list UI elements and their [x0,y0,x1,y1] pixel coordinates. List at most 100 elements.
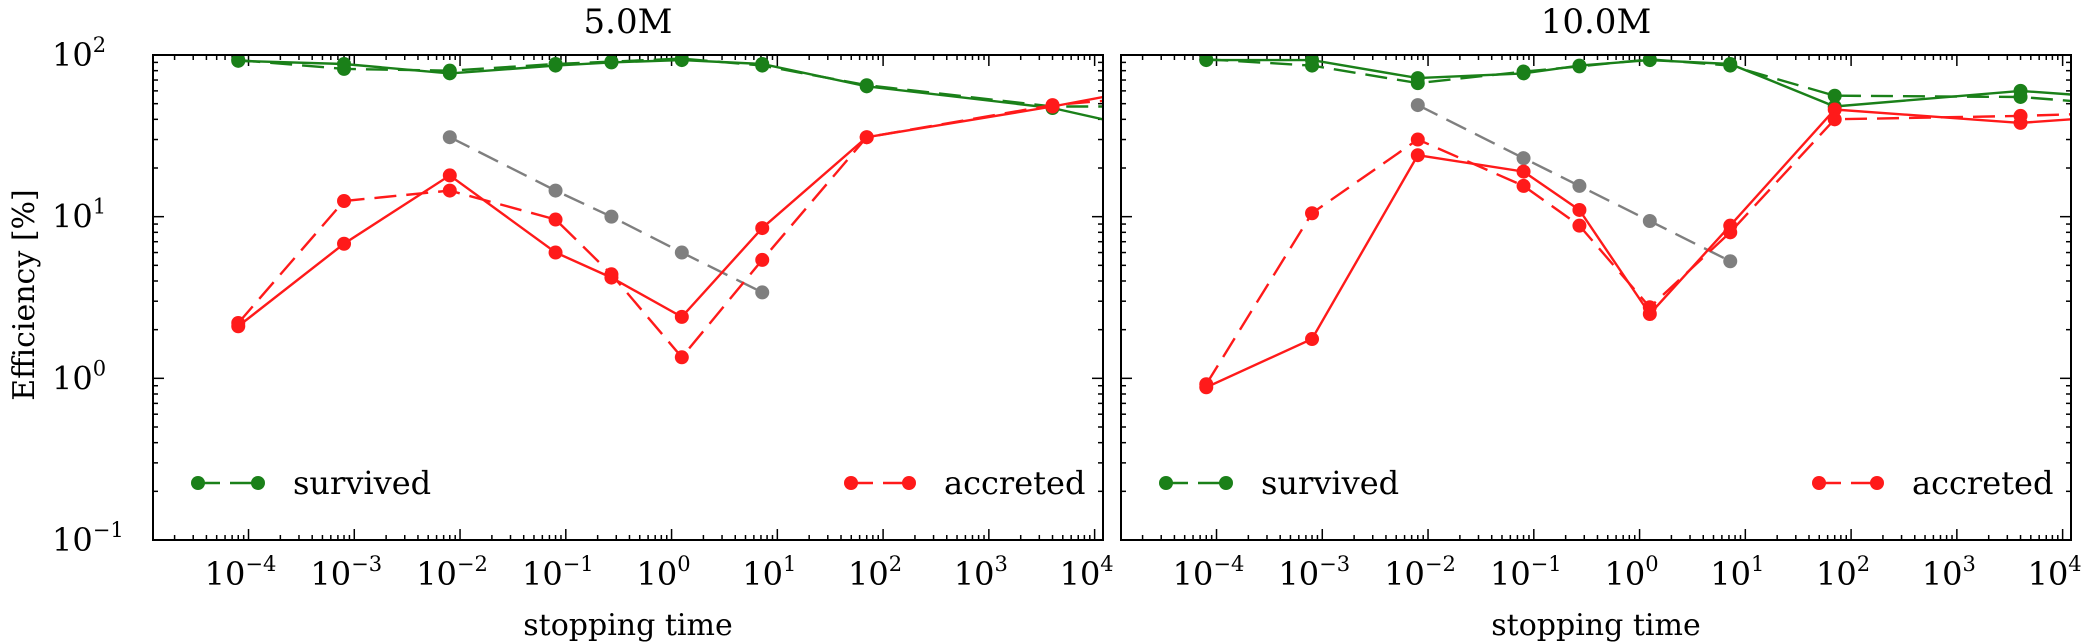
legend-marker-survived [251,476,265,490]
x-tick-label: 101 [1710,552,1764,593]
x-tick-exponent: 3 [995,552,1008,576]
data-point-accreted [604,267,619,282]
data-point-accreted [1305,206,1320,221]
data-point-accreted [2013,108,2028,123]
y-tick-label: 10−1 [52,518,124,559]
x-axis-label: stopping time [523,608,732,643]
x-tick-base: 10 [1922,555,1963,593]
x-tick-label: 103 [954,552,1008,593]
x-tick-base: 10 [954,555,995,593]
data-point-accreted [231,315,246,330]
x-tick-label: 100 [1605,552,1659,593]
data-point-gray [442,130,457,145]
data-point-accreted [337,193,352,208]
chart-title: 5.0M [584,2,673,42]
legend-marker-accreted [844,476,858,490]
x-tick-base: 10 [1060,555,1101,593]
x-tick-exponent: 0 [677,552,690,576]
x-tick-label: 10−3 [1278,552,1350,593]
data-point-accreted [1516,178,1531,193]
data-point-gray [1642,214,1657,229]
x-tick-exponent: 3 [1963,552,1976,576]
data-point-survived [1305,58,1320,73]
x-tick-base: 10 [416,555,457,593]
data-point-survived [859,78,874,93]
legend: survived accreted [191,464,1085,502]
data-point-survived [1827,88,1842,103]
x-tick-base: 10 [742,555,783,593]
data-point-survived [1410,76,1425,91]
data-point-accreted [859,130,874,145]
x-tick-exponent: −3 [351,552,382,576]
data-point-survived [1199,55,1214,67]
data-point-survived [674,55,689,66]
y-axis-label: Efficiency [%] [7,189,42,400]
y-tick-label: 100 [52,356,106,397]
y-tick-base: 10 [52,359,93,397]
plot-area [231,55,1103,365]
x-tick-exponent: 4 [1100,552,1113,576]
data-point-gray [674,245,689,260]
data-point-accreted [337,236,352,251]
plot-frame [1120,54,2072,541]
data-point-accreted [1410,148,1425,163]
x-tick-base: 10 [310,555,351,593]
data-point-survived [1572,59,1587,74]
x-tick-base: 10 [1605,555,1646,593]
x-tick-exponent: 4 [2068,552,2081,576]
x-axis-label: stopping time [1491,608,1700,643]
x-tick-exponent: −2 [1425,552,1456,576]
legend-marker-accreted [1870,476,1884,490]
data-point-gray [1516,151,1531,166]
data-point-accreted [674,350,689,365]
legend-marker-survived [191,476,205,490]
x-tick-label: 104 [1060,552,1114,593]
x-tick-base: 10 [848,555,889,593]
x-tick-base: 10 [1490,555,1531,593]
data-point-accreted [548,212,563,227]
x-tick-exponent: −4 [245,552,276,576]
y-tick-exponent: 2 [93,33,106,57]
x-tick-label: 100 [637,552,691,593]
x-tick-label: 10−3 [310,552,382,593]
x-tick-base: 10 [1384,555,1425,593]
x-tick-base: 10 [637,555,678,593]
series-line-survived-dashed [1206,58,2071,103]
series-line-survived-solid [238,58,1103,121]
data-point-accreted [1199,377,1214,392]
x-tick-base: 10 [2028,555,2069,593]
x-tick-exponent: 2 [1857,552,1870,576]
data-point-survived [604,55,619,69]
data-point-survived [1516,64,1531,79]
x-tick-exponent: −1 [563,552,594,576]
x-tick-label: 10−1 [1490,552,1562,593]
x-tick-label: 103 [1922,552,1976,593]
data-point-accreted [755,252,770,267]
x-tick-label: 101 [742,552,796,593]
x-tick-base: 10 [205,555,246,593]
data-point-accreted [1827,102,1842,117]
x-tick-label: 10−4 [205,552,277,593]
plot-frame [152,54,1104,541]
data-point-accreted [1572,218,1587,233]
chart-title: 10.0M [1541,2,1652,42]
x-tick-base: 10 [1173,555,1214,593]
data-point-accreted [674,309,689,324]
data-point-gray [548,183,563,198]
data-point-accreted [442,183,457,198]
series-line-accreted-dashed [1205,113,2071,385]
data-point-gray [1410,98,1425,113]
x-tick-label: 104 [2028,552,2082,593]
x-tick-exponent: −2 [457,552,488,576]
legend: survived accreted [1159,464,2053,502]
data-point-accreted [1045,98,1060,113]
x-tick-base: 10 [1816,555,1857,593]
series-line-accreted-solid [1205,108,2071,389]
data-point-accreted [1410,132,1425,147]
data-point-survived [337,61,352,76]
data-point-survived [2013,89,2028,104]
data-point-survived [1642,55,1657,67]
data-point-survived [442,63,457,78]
